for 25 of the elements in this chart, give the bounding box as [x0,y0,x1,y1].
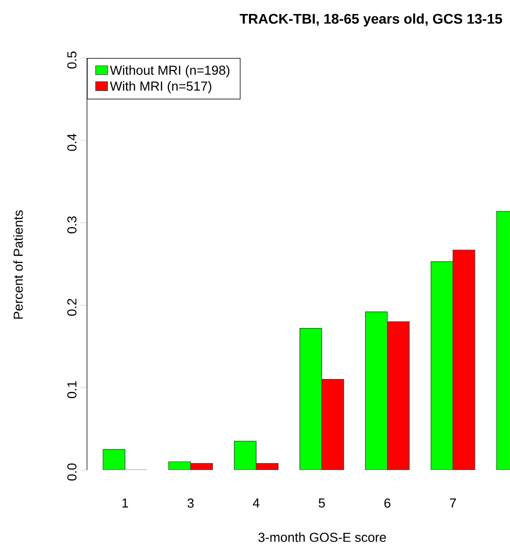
bar [103,449,126,470]
y-tick-label: 0.5 [67,52,76,69]
y-tick-label: 0.2 [67,298,76,316]
x-tick-label: 4 [252,498,260,508]
bar [365,312,388,470]
y-tick-label: 0.1 [67,381,76,398]
y-axis-title: Percent of Patients [13,210,23,319]
x-axis-title: 3-month GOS-E score [258,532,386,542]
x-tick-label: 3 [188,498,194,508]
bar [387,322,410,470]
bar [430,262,453,470]
y-tick-label: 0.3 [67,216,76,234]
x-tick-label: 5 [318,498,325,508]
legend-label: With MRI (n=517) [110,81,212,94]
bar [452,250,476,470]
x-tick-label: 7 [450,498,456,508]
y-tick-label: 0.0 [67,463,76,481]
x-tick-label: 6 [384,498,390,508]
bar [322,379,344,470]
y-tick-label: 0.4 [67,134,76,151]
bar [300,328,322,470]
x-tick-label: 1 [122,498,128,508]
legend-label: Without MRI (n=198) [110,65,230,78]
chart-title: TRACK-TBI, 18-65 years old, GCS 13-15 [240,13,502,27]
bar [234,441,256,470]
